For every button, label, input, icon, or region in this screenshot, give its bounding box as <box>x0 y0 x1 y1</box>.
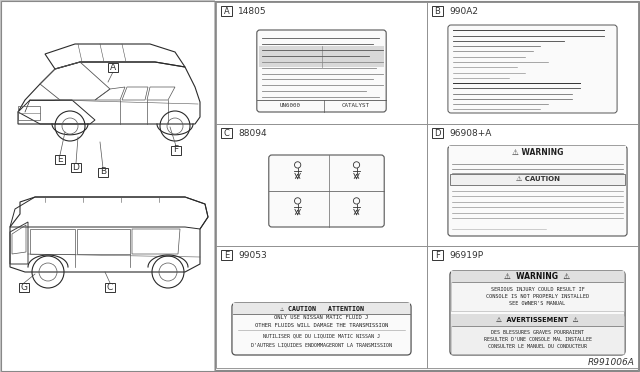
Text: ⚠  WARNING  ⚠: ⚠ WARNING ⚠ <box>504 272 571 281</box>
Text: 99053: 99053 <box>238 250 267 260</box>
Bar <box>451 271 624 282</box>
Text: CATALYST: CATALYST <box>341 103 369 108</box>
Bar <box>171 145 181 154</box>
Text: CONSULTER LE MANUEL DU CONDUCTEUR: CONSULTER LE MANUEL DU CONDUCTEUR <box>488 344 587 349</box>
FancyBboxPatch shape <box>448 25 617 113</box>
Text: C: C <box>107 282 113 292</box>
Bar <box>259 46 384 67</box>
Text: 88094: 88094 <box>238 128 267 138</box>
Text: F: F <box>435 250 440 260</box>
FancyBboxPatch shape <box>232 303 411 355</box>
Bar <box>451 314 624 326</box>
Text: RESULTER D'UNE CONSOLE MAL INSTALLEE: RESULTER D'UNE CONSOLE MAL INSTALLEE <box>483 337 591 342</box>
Bar <box>451 316 624 354</box>
Bar <box>221 250 232 260</box>
Bar <box>432 250 443 260</box>
FancyBboxPatch shape <box>448 146 627 236</box>
Text: DES BLESSURES GRAVES POURRAIENT: DES BLESSURES GRAVES POURRAIENT <box>491 330 584 335</box>
Text: ⚠ CAUTION: ⚠ CAUTION <box>515 176 559 182</box>
Text: C: C <box>223 128 229 138</box>
Bar <box>233 303 410 314</box>
Text: A: A <box>223 6 229 16</box>
Bar <box>432 128 443 138</box>
Text: CONSOLE IS NOT PROPERLY INSTALLED: CONSOLE IS NOT PROPERLY INSTALLED <box>486 294 589 299</box>
Text: 990A2: 990A2 <box>449 6 478 16</box>
Text: R991006A: R991006A <box>588 358 635 367</box>
Bar <box>108 62 118 71</box>
Bar <box>221 128 232 138</box>
Bar <box>216 124 427 246</box>
Text: UN6000: UN6000 <box>280 103 301 108</box>
Bar <box>71 163 81 171</box>
Bar <box>216 246 427 368</box>
Text: F: F <box>173 145 179 154</box>
Text: ONLY USE NISSAN MATIC FLUID J: ONLY USE NISSAN MATIC FLUID J <box>275 315 369 320</box>
Bar <box>55 154 65 164</box>
Text: 14805: 14805 <box>238 6 267 16</box>
FancyBboxPatch shape <box>450 271 625 355</box>
FancyBboxPatch shape <box>269 155 384 227</box>
Bar <box>427 2 638 124</box>
Text: E: E <box>57 154 63 164</box>
Text: G: G <box>20 282 28 292</box>
Bar <box>432 6 443 16</box>
Bar <box>0 0 214 372</box>
Text: B: B <box>435 6 440 16</box>
Bar <box>427 246 638 368</box>
Text: D'AUTRES LIQUIDES ENDOMMAGERONT LA TRANSMISSION: D'AUTRES LIQUIDES ENDOMMAGERONT LA TRANS… <box>251 342 392 347</box>
Bar <box>19 282 29 292</box>
Text: ⚠ WARNING: ⚠ WARNING <box>512 148 563 157</box>
Bar <box>427 124 638 246</box>
FancyBboxPatch shape <box>257 30 386 112</box>
Text: E: E <box>224 250 229 260</box>
Text: NUTILISER QUE DU LIQUIDE MATIC NISSAN J: NUTILISER QUE DU LIQUIDE MATIC NISSAN J <box>263 333 380 338</box>
Text: ⚠  AVERTISSEMENT  ⚠: ⚠ AVERTISSEMENT ⚠ <box>496 317 579 323</box>
Text: D: D <box>72 163 79 171</box>
Bar <box>105 282 115 292</box>
Text: 96908+A: 96908+A <box>449 128 492 138</box>
Text: B: B <box>100 167 106 176</box>
Bar <box>451 272 624 311</box>
Text: SEE OWNER'S MANUAL: SEE OWNER'S MANUAL <box>509 301 566 306</box>
Text: SERIOUS INJURY COULD RESULT IF: SERIOUS INJURY COULD RESULT IF <box>491 287 584 292</box>
Bar <box>98 167 108 176</box>
Text: D: D <box>435 128 441 138</box>
Bar <box>449 146 626 160</box>
Text: 96919P: 96919P <box>449 250 483 260</box>
Bar <box>215 2 638 370</box>
Bar <box>450 174 625 185</box>
Bar <box>216 2 427 124</box>
Bar <box>221 6 232 16</box>
Text: A: A <box>110 62 116 71</box>
Text: ⚠ CAUTION   ATTENTION: ⚠ CAUTION ATTENTION <box>280 306 364 312</box>
Text: OTHER FLUIDS WILL DAMAGE THE TRANSMISSION: OTHER FLUIDS WILL DAMAGE THE TRANSMISSIO… <box>255 323 388 328</box>
Bar <box>18 106 40 120</box>
